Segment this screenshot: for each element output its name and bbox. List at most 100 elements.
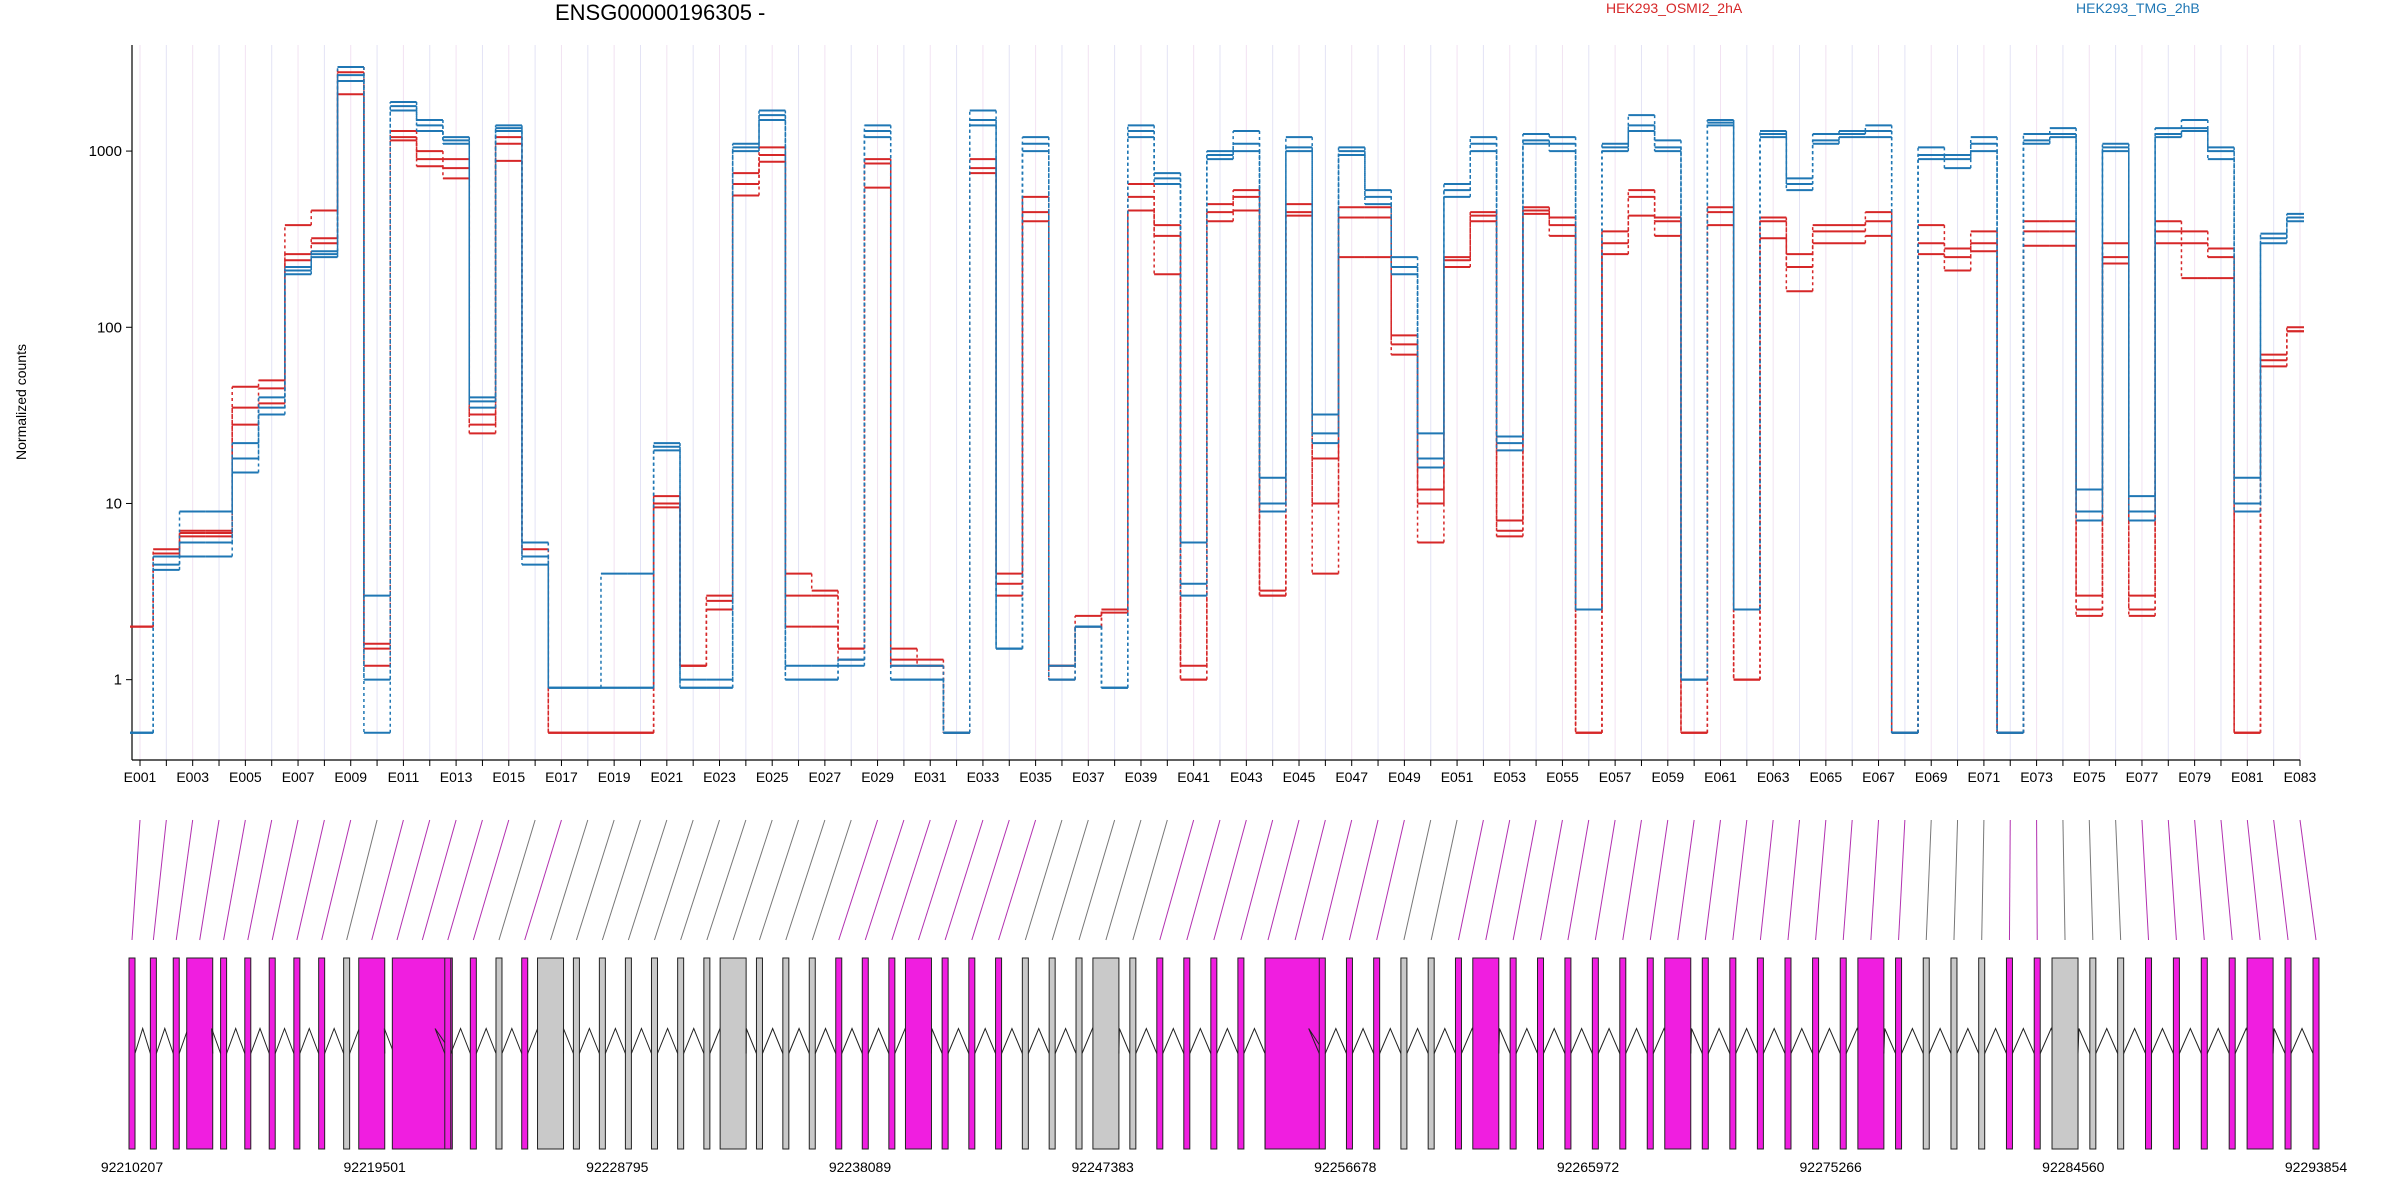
- genomic-tick-label: 92238089: [829, 1159, 892, 1175]
- exon-block: [1129, 957, 1137, 1150]
- intron-line: [1625, 1027, 1648, 1054]
- exon-link-line: [2036, 819, 2038, 941]
- x-tick-label: E055: [1546, 769, 1579, 785]
- exon-link-line: [944, 819, 984, 941]
- exon-block: [1427, 957, 1435, 1150]
- exon-block: [904, 957, 932, 1150]
- exon-block: [1048, 957, 1056, 1150]
- intron-line: [1351, 1027, 1375, 1054]
- exon-block: [1509, 957, 1517, 1150]
- x-tick-label: E059: [1651, 769, 1684, 785]
- x-tick-label: E027: [809, 769, 842, 785]
- exon-link-line: [1213, 819, 1247, 941]
- exon-link-line: [758, 819, 800, 941]
- exon-block: [1318, 957, 1326, 1150]
- intron-line: [657, 1027, 679, 1054]
- x-tick-label: E025: [756, 769, 789, 785]
- intron-line: [1543, 1027, 1566, 1054]
- exon-block: [808, 957, 816, 1150]
- x-tick-label: E073: [2020, 769, 2053, 785]
- exon-link-line: [1105, 819, 1142, 941]
- exon-block: [293, 957, 301, 1150]
- exon-link-line: [447, 819, 483, 941]
- exon-link-line: [131, 819, 141, 941]
- exon-link-line: [1953, 819, 1959, 941]
- y-tick-label: 100: [97, 319, 122, 336]
- exon-link-line: [998, 819, 1037, 941]
- exon-block: [1537, 957, 1545, 1150]
- exon-block: [968, 957, 976, 1150]
- x-tick-label: E041: [1177, 769, 1210, 785]
- intron-line: [630, 1027, 652, 1054]
- exon-block: [1156, 957, 1164, 1150]
- exon-link-line: [371, 819, 404, 941]
- exon-link-line: [2167, 819, 2177, 941]
- exon-link-line: [1240, 819, 1274, 941]
- exon-link-line: [1870, 819, 1880, 941]
- exon-guide-lines: [139, 45, 2301, 760]
- legend-series-b: HEK293_TMG_2hB: [2076, 0, 2200, 16]
- exon-link-line: [1622, 819, 1642, 941]
- exon-block: [1021, 957, 1029, 1150]
- exon-link-line: [152, 819, 167, 941]
- x-tick-label: E079: [2178, 769, 2211, 785]
- intron-line: [1054, 1027, 1077, 1054]
- x-tick-label: E007: [282, 769, 315, 785]
- exon-link-line: [524, 819, 562, 941]
- exon-block: [1950, 957, 1958, 1150]
- genomic-tick-label: 92293854: [2285, 1159, 2348, 1175]
- intron-line: [1707, 1027, 1731, 1054]
- intron-line: [1928, 1027, 1952, 1054]
- intron-line: [562, 1028, 574, 1054]
- exon-block: [537, 957, 565, 1150]
- x-tick-label: E035: [1019, 769, 1052, 785]
- intron-line: [450, 1027, 471, 1054]
- x-tick-label: E039: [1125, 769, 1158, 785]
- exon-block: [521, 957, 529, 1150]
- y-tick-label: 10: [105, 495, 122, 512]
- intron-line: [226, 1027, 246, 1054]
- exon-link-line: [247, 819, 273, 941]
- x-axis: E001 E003 E005 E007 E009 E011 E013 E015 E017 E019…: [124, 759, 2317, 785]
- exon-block: [1839, 957, 1847, 1150]
- exon-link-line: [1732, 819, 1748, 941]
- exon-block: [1756, 957, 1764, 1150]
- intron-line: [1818, 1027, 1841, 1054]
- exon-block: [572, 957, 580, 1150]
- x-tick-label: E051: [1441, 769, 1474, 785]
- exon-block: [2228, 957, 2236, 1150]
- intron-line: [1790, 1027, 1814, 1054]
- exon-block: [343, 957, 351, 1150]
- exon-link-line: [2141, 819, 2150, 941]
- genomic-tick-label: 92284560: [2042, 1159, 2105, 1175]
- intron-line: [1735, 1027, 1758, 1054]
- exon-block: [2033, 957, 2041, 1150]
- intron-line: [501, 1027, 523, 1054]
- x-tick-label: E045: [1283, 769, 1316, 785]
- exon-link-line: [346, 819, 378, 941]
- intron-line: [1216, 1027, 1239, 1054]
- exon-link-line: [1485, 819, 1511, 941]
- exon-link-line: [1649, 819, 1669, 941]
- intron-line: [1379, 1027, 1402, 1054]
- x-tick-label: E053: [1493, 769, 1526, 785]
- intron-line: [1515, 1027, 1538, 1054]
- exon-block: [624, 957, 632, 1150]
- exon-link-line: [2246, 819, 2261, 941]
- x-tick-label: E047: [1335, 769, 1368, 785]
- intron-line: [745, 1028, 757, 1054]
- exon-link-line: [1051, 819, 1089, 941]
- intron-line: [324, 1027, 345, 1054]
- exon-block: [318, 957, 326, 1150]
- exon-block: [888, 957, 896, 1150]
- intron-line: [2011, 1027, 2035, 1054]
- intron-line: [134, 1026, 151, 1054]
- exon-block: [1895, 957, 1903, 1150]
- x-tick-label: E049: [1388, 769, 1421, 785]
- intron-line: [1189, 1027, 1212, 1054]
- exon-block: [1812, 957, 1820, 1150]
- exon-link-line: [1078, 819, 1116, 941]
- x-tick-label: E009: [334, 769, 367, 785]
- exon-link-line: [498, 819, 536, 941]
